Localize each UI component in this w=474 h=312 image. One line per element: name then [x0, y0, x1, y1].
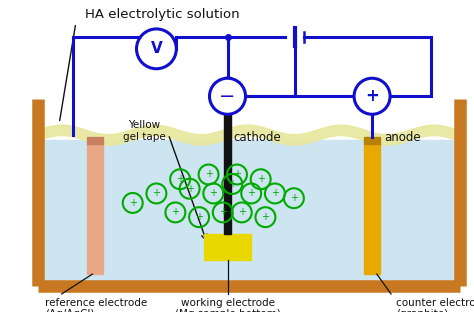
Circle shape	[137, 29, 176, 69]
Text: +: +	[271, 188, 279, 198]
Text: Yellow
gel tape: Yellow gel tape	[123, 120, 166, 142]
Text: +: +	[257, 174, 264, 184]
Text: anode: anode	[384, 131, 420, 144]
Circle shape	[354, 78, 390, 114]
Circle shape	[210, 78, 246, 114]
Text: +: +	[238, 207, 246, 217]
Text: +: +	[176, 174, 184, 184]
Bar	[364, 144, 380, 274]
Text: +: +	[219, 207, 227, 217]
Text: +: +	[172, 207, 179, 217]
Text: +: +	[205, 169, 212, 179]
Bar	[87, 137, 103, 144]
Bar	[204, 234, 251, 260]
Bar	[87, 144, 103, 274]
Text: counter electrode
(graphite): counter electrode (graphite)	[396, 298, 474, 312]
Text: V: V	[151, 41, 162, 56]
Text: HA electrolytic solution: HA electrolytic solution	[85, 8, 240, 21]
Bar	[224, 133, 230, 234]
Text: +: +	[247, 188, 255, 198]
Text: +: +	[262, 212, 269, 222]
Text: +: +	[153, 188, 160, 198]
Bar	[41, 140, 456, 283]
Text: +: +	[365, 87, 379, 105]
Text: −: −	[219, 87, 236, 106]
Text: +: +	[210, 188, 217, 198]
Text: +: +	[195, 212, 203, 222]
Text: working electrode
(Mg sample bottom): working electrode (Mg sample bottom)	[174, 298, 281, 312]
Text: +: +	[290, 193, 298, 203]
Text: +: +	[186, 184, 193, 194]
Text: +: +	[233, 169, 241, 179]
Bar	[364, 137, 380, 144]
Bar	[224, 77, 230, 133]
Text: cathode: cathode	[233, 131, 281, 144]
Text: +: +	[129, 198, 137, 208]
Text: +: +	[228, 179, 236, 189]
Text: reference electrode
(Ag/AgCl): reference electrode (Ag/AgCl)	[45, 298, 147, 312]
